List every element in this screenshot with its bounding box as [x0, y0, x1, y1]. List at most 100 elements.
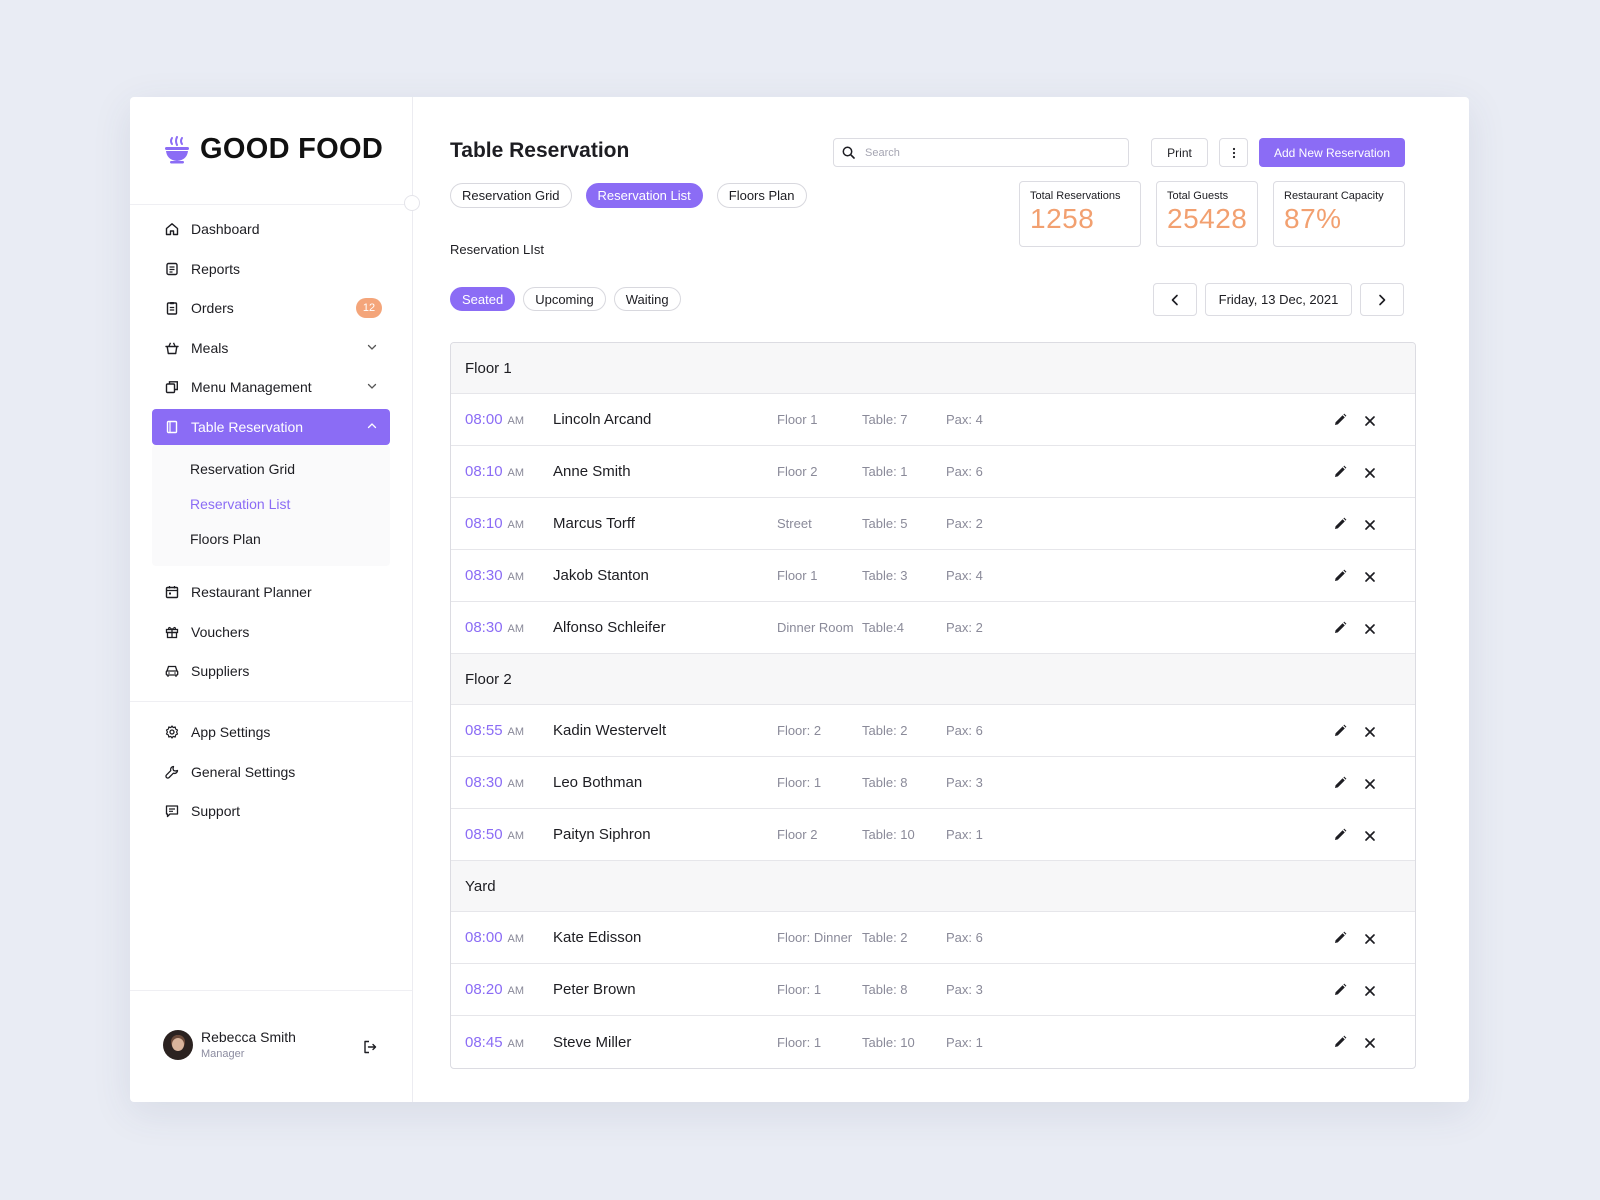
search-input[interactable] — [865, 146, 1115, 159]
reservation-table: Floor 1 08:00 AM Lincoln Arcand Floor 1 Table… — [450, 342, 1416, 1069]
close-icon[interactable] — [1364, 570, 1376, 582]
sidebar-item-support[interactable]: Support — [152, 793, 390, 829]
submenu-item-floors-plan[interactable]: Floors Plan — [190, 530, 261, 547]
close-icon[interactable] — [1364, 622, 1376, 634]
print-button[interactable]: Print — [1151, 138, 1208, 167]
tab-reservation-list[interactable]: Reservation List — [585, 183, 703, 208]
close-icon[interactable] — [1364, 777, 1376, 789]
sidebar-item-reports[interactable]: Reports — [152, 251, 390, 287]
close-icon[interactable] — [1364, 829, 1376, 841]
reservation-table-number: Table: 8 — [862, 775, 908, 790]
reservation-pax: Pax: 4 — [946, 412, 983, 427]
sidebar-item-app-settings[interactable]: App Settings — [152, 714, 390, 750]
sidebar-item-label: Meals — [191, 339, 229, 356]
table-row[interactable]: 08:55 AM Kadin Westervelt Floor: 2 Table: 2 P… — [451, 705, 1415, 757]
edit-icon[interactable] — [1333, 724, 1347, 738]
sidebar-item-menu-management[interactable]: Menu Management — [152, 369, 390, 405]
table-row[interactable]: 08:30 AM Alfonso Schleifer Dinner Room Table… — [451, 602, 1415, 654]
sidebar-collapse-handle[interactable] — [404, 195, 420, 211]
sidebar-item-dashboard[interactable]: Dashboard — [152, 211, 390, 247]
reservation-time: 08:55 AM — [465, 722, 524, 739]
submenu-item-reservation-list[interactable]: Reservation List — [190, 495, 291, 512]
time-value: 08:30 — [465, 619, 503, 636]
edit-icon[interactable] — [1333, 569, 1347, 583]
tab-reservation-grid[interactable]: Reservation Grid — [450, 183, 572, 208]
reservation-floor: Floor 1 — [777, 412, 818, 427]
reservation-table-number: Table: 10 — [862, 827, 915, 842]
edit-icon[interactable] — [1333, 776, 1347, 790]
close-icon[interactable] — [1364, 414, 1376, 426]
gift-icon — [164, 624, 180, 640]
close-icon[interactable] — [1364, 1036, 1376, 1048]
sidebar-item-restaurant-planner[interactable]: Restaurant Planner — [152, 574, 390, 610]
selected-date[interactable]: Friday, 13 Dec, 2021 — [1205, 283, 1352, 316]
chevron-left-icon — [1171, 294, 1178, 305]
table-row[interactable]: 08:00 AM Lincoln Arcand Floor 1 Table: 7 Pax:… — [451, 394, 1415, 446]
edit-icon[interactable] — [1333, 931, 1347, 945]
table-row[interactable]: 08:20 AM Peter Brown Floor: 1 Table: 8 Pax: 3 — [451, 964, 1415, 1016]
sidebar-item-vouchers[interactable]: Vouchers — [152, 614, 390, 650]
table-reservation-submenu: Reservation Grid Reservation List Floors… — [152, 445, 390, 566]
close-icon[interactable] — [1364, 466, 1376, 478]
sidebar-item-label: Orders — [191, 300, 234, 316]
reservation-pax: Pax: 1 — [946, 1034, 983, 1050]
stat-card-total-guests: Total Guests 25428 — [1156, 181, 1258, 247]
sidebar-item-table-reservation[interactable]: Table Reservation — [152, 408, 390, 445]
reservation-table-number: Table: 10 — [862, 1034, 915, 1050]
table-row[interactable]: 08:10 AM Anne Smith Floor 2 Table: 1 Pax: 6 — [451, 446, 1415, 498]
sidebar-item-meals[interactable]: Meals — [152, 330, 390, 366]
edit-icon[interactable] — [1333, 465, 1347, 479]
close-icon[interactable] — [1364, 932, 1376, 944]
chevron-down-icon[interactable] — [366, 380, 378, 392]
chevron-down-icon[interactable] — [366, 341, 378, 353]
tab-waiting[interactable]: Waiting — [613, 287, 681, 311]
stat-card-total-reservations: Total Reservations 1258 — [1019, 181, 1141, 247]
avatar[interactable] — [163, 1029, 193, 1060]
previous-day-button[interactable] — [1153, 283, 1197, 316]
time-value: 08:55 — [465, 722, 503, 739]
time-period: AM — [507, 778, 525, 790]
edit-icon[interactable] — [1333, 1035, 1347, 1049]
close-icon[interactable] — [1364, 518, 1376, 530]
divider — [130, 701, 412, 702]
tab-floors-plan[interactable]: Floors Plan — [716, 183, 807, 208]
table-row[interactable]: 08:30 AM Leo Bothman Floor: 1 Table: 8 Pax: 3 — [451, 757, 1415, 809]
user-profile[interactable]: Rebecca Smith Manager — [163, 1029, 296, 1060]
add-new-reservation-button[interactable]: Add New Reservation — [1259, 138, 1405, 167]
reservation-floor: Floor 2 — [777, 464, 818, 479]
reservation-pax: Pax: 6 — [946, 723, 983, 738]
reservation-table-number: Table: 7 — [862, 412, 908, 427]
edit-icon[interactable] — [1333, 828, 1347, 842]
edit-icon[interactable] — [1333, 983, 1347, 997]
close-icon[interactable] — [1364, 984, 1376, 996]
logout-icon[interactable] — [363, 1040, 377, 1054]
next-day-button[interactable] — [1360, 283, 1404, 316]
section-label: Reservation LIst — [450, 242, 544, 257]
time-period: AM — [507, 623, 525, 635]
sidebar-item-suppliers[interactable]: Suppliers — [152, 653, 390, 689]
sidebar-item-orders[interactable]: Orders 12 — [152, 290, 390, 326]
user-name: Rebecca Smith — [201, 1029, 296, 1045]
edit-icon[interactable] — [1333, 517, 1347, 531]
time-value: 08:00 — [465, 411, 503, 428]
submenu-item-reservation-grid[interactable]: Reservation Grid — [190, 460, 296, 477]
reservation-floor: Floor 2 — [777, 827, 818, 842]
sidebar-item-general-settings[interactable]: General Settings — [152, 754, 390, 790]
close-icon[interactable] — [1364, 725, 1376, 737]
table-row[interactable]: 08:00 AM Kate Edisson Floor: Dinner Table: 2… — [451, 912, 1415, 964]
chevron-up-icon[interactable] — [366, 420, 378, 432]
more-options-button[interactable] — [1219, 138, 1248, 167]
tab-upcoming[interactable]: Upcoming — [523, 287, 606, 311]
basket-icon — [164, 340, 180, 356]
table-row[interactable]: 08:45 AM Steve Miller Floor: 1 Table: 10 Pax:… — [451, 1016, 1415, 1068]
copy-icon — [164, 379, 180, 395]
table-row[interactable]: 08:10 AM Marcus Torff Street Table: 5 Pax: 2 — [451, 498, 1415, 550]
logo[interactable]: GOOD FOOD — [164, 133, 383, 166]
search-box[interactable] — [833, 138, 1129, 167]
table-row[interactable]: 08:30 AM Jakob Stanton Floor 1 Table: 3 Pax: … — [451, 550, 1415, 602]
table-row[interactable]: 08:50 AM Paityn Siphron Floor 2 Table: 10 Pax… — [451, 809, 1415, 861]
tab-seated[interactable]: Seated — [450, 287, 516, 311]
edit-icon[interactable] — [1333, 621, 1347, 635]
reservation-floor: Dinner Room — [777, 620, 854, 635]
edit-icon[interactable] — [1333, 413, 1347, 427]
